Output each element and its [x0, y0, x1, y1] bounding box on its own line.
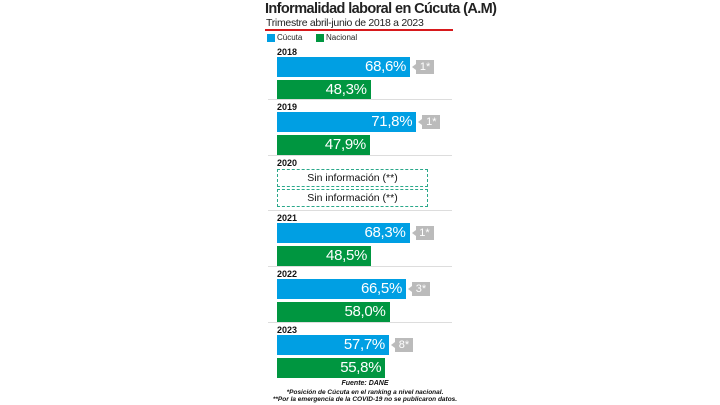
group-separator — [268, 155, 452, 156]
bar-nacional: 47,9% — [277, 135, 370, 155]
no-data-box: Sin información (**) — [277, 169, 428, 187]
bar-cucuta: 68,3% — [277, 223, 410, 243]
year-label: 2023 — [277, 325, 298, 335]
group-separator — [268, 99, 452, 100]
year-label: 2021 — [277, 213, 298, 223]
legend-cucuta: Cúcuta — [267, 33, 302, 42]
chart-subtitle: Trimestre abril-junio de 2018 a 2023 — [266, 17, 424, 29]
ranking-badge: 1* — [411, 226, 434, 240]
legend-label: Cúcuta — [277, 33, 303, 42]
legend-swatch — [267, 33, 275, 42]
year-label: 2019 — [277, 102, 298, 112]
ranking-badge: 8* — [390, 338, 413, 352]
legend-nacional: Nacional — [316, 33, 357, 42]
legend-swatch — [316, 33, 324, 42]
year-label: 2022 — [277, 269, 298, 279]
source: Fuente: DANE — [341, 380, 389, 387]
bar-cucuta: 71,8% — [277, 112, 417, 132]
year-label: 2018 — [277, 47, 298, 57]
title-underline — [265, 29, 453, 31]
year-label: 2020 — [277, 158, 298, 168]
group-separator — [268, 266, 452, 267]
bar-cucuta: 66,5% — [277, 279, 406, 299]
bar-nacional: 58,0% — [277, 302, 390, 322]
group-separator — [268, 210, 452, 211]
chart-title: Informalidad laboral en Cúcuta (A.M) — [265, 1, 497, 17]
ranking-badge: 1* — [418, 115, 441, 129]
bar-cucuta: 68,6% — [277, 57, 411, 77]
note-ranking: *Posición de Cúcuta en el ranking a nive… — [286, 389, 444, 396]
bar-nacional: 48,3% — [277, 80, 371, 100]
group-separator — [268, 322, 452, 323]
ranking-badge: 3* — [408, 282, 430, 296]
no-data-box: Sin información (**) — [277, 189, 428, 207]
bar-nacional: 55,8% — [277, 358, 386, 378]
note-covid: **Por la emergencia de la COVID-19 no se… — [272, 396, 458, 403]
legend-label: Nacional — [326, 33, 358, 42]
bar-nacional: 48,5% — [277, 246, 372, 266]
bar-cucuta: 57,7% — [277, 335, 389, 355]
ranking-badge: 1* — [412, 60, 435, 74]
